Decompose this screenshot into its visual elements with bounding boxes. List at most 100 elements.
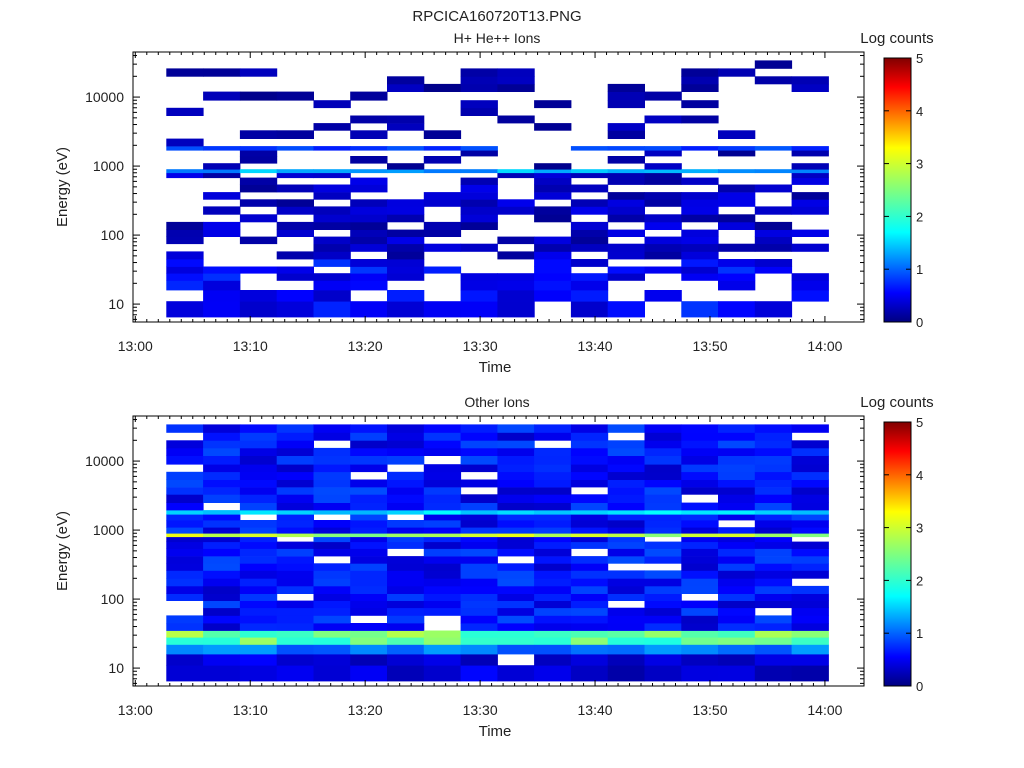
heatmap-cell [607,615,645,624]
heatmap-cell [534,243,572,252]
heatmap-cell [423,536,462,543]
heatmap-cell [460,206,498,215]
heatmap-cell [607,607,645,616]
y-tick-label: 10 [108,660,124,676]
heatmap-cell [166,548,204,557]
heatmap-cell [276,91,314,101]
heatmap-cell [313,615,351,624]
x-tick-label: 13:20 [348,338,383,354]
heatmap-cell [497,615,535,624]
heatmap-cell [718,533,756,538]
heatmap-cell [313,464,351,473]
heatmap-cell [239,615,278,624]
heatmap-cell [387,440,425,449]
heatmap-cell [497,280,535,291]
heatmap-cell [681,630,719,638]
heatmap-cell [644,630,682,638]
heatmap-cell [350,455,388,465]
heatmap-cell [570,169,609,174]
heatmap-cell [350,527,388,534]
heatmap-cell [460,510,498,515]
heatmap-cell [754,520,793,528]
y-axis: 10 100 1000 10000 [85,55,864,320]
heatmap-cell [387,199,425,207]
heatmap-cell [423,502,462,511]
heatmap-cell [423,585,462,594]
heatmap-cell [681,464,719,473]
heatmap-cell [423,593,462,601]
heatmap-cell [460,107,498,116]
heatmap-cell [497,548,535,557]
heatmap-cell [718,432,756,441]
heatmap-cell [570,479,609,488]
heatmap-cell [387,123,425,131]
heatmap-cell [239,68,278,77]
heatmap-cell [681,536,719,543]
x-tick-label: 13:30 [463,702,498,718]
heatmap-cell [203,563,241,571]
heatmap-cell [276,563,314,571]
heatmap-cell [791,600,829,609]
heatmap-cell [570,536,609,543]
heatmap-cell [313,184,351,193]
heatmap-cell [166,578,204,587]
heatmap-cell [607,177,645,185]
heatmap-cell [350,440,388,449]
heatmap-cell [313,644,351,655]
heatmap-cell [681,556,719,564]
heatmap-cell [313,123,351,131]
heatmap-cell [276,630,314,638]
heatmap-cell [754,600,793,609]
colorbar-tick-label: 1 [916,262,923,277]
heatmap-cell [718,424,756,433]
x-tick-label: 13:00 [118,702,153,718]
heatmap-cell [791,541,829,549]
heatmap-cell [791,273,829,281]
heatmap-cell [570,236,609,245]
heatmap-cell [387,206,425,215]
heatmap-cell [387,266,425,274]
heatmap-cell [276,494,314,503]
heatmap-cell [350,214,388,223]
heatmap-cell [534,236,572,245]
heatmap-cell [423,563,462,571]
heatmap-cell [350,115,388,124]
colorbar-tick-label: 4 [916,104,923,119]
heatmap-cell [681,214,719,223]
heatmap-cell [166,665,204,682]
heatmap-cell [313,487,351,495]
heatmap-cell [203,548,241,557]
heatmap-cell [534,644,572,655]
heatmap-cell [387,424,425,433]
heatmap-cell [754,623,793,631]
heatmap-cell [276,548,314,557]
heatmap-cell [644,607,682,616]
heatmap-cell [166,138,204,147]
heatmap-cell [239,301,278,318]
heatmap-cell [350,533,388,538]
heatmap-cell [203,654,241,666]
heatmap-cell [570,644,609,655]
heatmap-cell [534,290,572,302]
x-tick-label: 14:00 [807,702,842,718]
heatmap-cell [350,273,388,281]
heatmap-cell [607,520,645,528]
heatmap-cell [754,440,793,449]
heatmap-cell [460,83,498,92]
heatmap-cell [497,479,535,488]
heatmap-cell [350,487,388,495]
heatmap-cell [166,536,204,543]
heatmap-cell [718,464,756,473]
x-tick-label: 13:50 [692,338,727,354]
heatmap-cell [497,541,535,549]
heatmap-cell [203,607,241,616]
heatmap-cell [239,487,278,495]
heatmap-cell [350,424,388,433]
heatmap-cell [718,243,756,252]
heatmap-cell [203,68,241,77]
heatmap-cell [166,440,204,449]
heatmap-cell [387,236,425,245]
heatmap-cell [791,280,829,291]
heatmap-cell [313,578,351,587]
heatmap-cell [276,146,314,151]
